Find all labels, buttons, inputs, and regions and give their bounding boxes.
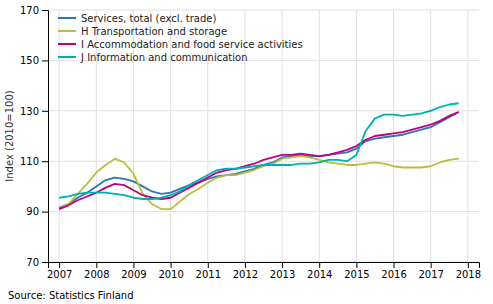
y-axis-label: Index (2010=100) xyxy=(4,90,15,182)
tick-mark xyxy=(42,212,48,213)
tick-mark xyxy=(319,262,320,268)
tick-label: 2012 xyxy=(233,269,258,280)
x-axis: 2007 2008 2009 2010 2011 2012 2013 2014 2015 2016… xyxy=(47,262,481,280)
legend-item: I Accommodation and food service activit… xyxy=(58,39,303,50)
tick-label: 2014 xyxy=(307,269,332,280)
lines xyxy=(59,103,458,209)
tick-label: 150 xyxy=(20,55,39,66)
tick-label: 2017 xyxy=(418,269,443,280)
grid-line-x xyxy=(59,10,60,262)
tick-mark xyxy=(42,161,48,162)
legend-label: I Accommodation and food service activit… xyxy=(81,39,303,50)
tick-mark xyxy=(282,262,283,268)
tick-mark xyxy=(394,262,395,268)
tick-label: 2011 xyxy=(196,269,221,280)
legend-swatch xyxy=(58,30,76,32)
tick-label: 2009 xyxy=(121,269,146,280)
series-line xyxy=(59,156,458,209)
legend: Services, total (excl. trade) H Transport… xyxy=(58,13,303,63)
legend-item: H Transportation and storage xyxy=(58,26,227,37)
tick: 2011 xyxy=(196,262,221,280)
tick-label: 70 xyxy=(26,257,39,268)
tick-label: 170 xyxy=(20,5,39,16)
tick: 2018 xyxy=(456,262,481,280)
tick-label: 2013 xyxy=(270,269,295,280)
axis-line xyxy=(42,11,49,263)
tick-mark xyxy=(171,262,172,268)
tick: 150 xyxy=(20,55,48,66)
source-note: Source: Statistics Finland xyxy=(8,290,134,301)
tick-label: 2007 xyxy=(47,269,72,280)
tick-mark xyxy=(42,111,48,112)
legend-swatch xyxy=(58,43,76,45)
tick: 2014 xyxy=(307,262,332,280)
plot: 2007 2008 2009 2010 2011 2012 2013 2014 2015 2016… xyxy=(20,5,481,280)
legend-label: Services, total (excl. trade) xyxy=(81,13,216,24)
tick: 90 xyxy=(26,206,48,217)
tick-label: 2016 xyxy=(381,269,406,280)
tick-mark xyxy=(133,262,134,268)
tick-label: 2010 xyxy=(158,269,183,280)
chart-container: 2007 2008 2009 2010 2011 2012 2013 2014 2015 2016… xyxy=(0,0,493,304)
tick-mark xyxy=(42,262,48,263)
legend-label: J Information and communication xyxy=(80,52,248,63)
tick: 130 xyxy=(20,106,48,117)
tick: 2013 xyxy=(270,262,295,280)
tick: 70 xyxy=(26,257,48,268)
legend-swatch xyxy=(58,56,76,58)
series-line xyxy=(59,103,458,199)
tick: 2010 xyxy=(158,262,183,280)
tick-mark xyxy=(59,262,60,268)
tick-mark xyxy=(42,60,48,61)
tick: 2007 xyxy=(47,262,72,280)
tick-mark xyxy=(468,262,469,268)
tick: 170 xyxy=(20,5,48,16)
tick-label: 90 xyxy=(26,206,39,217)
legend-item: J Information and communication xyxy=(58,52,248,63)
tick-mark xyxy=(208,262,209,268)
tick: 2015 xyxy=(344,262,369,280)
grid-line-x xyxy=(430,10,431,262)
legend-item: Services, total (excl. trade) xyxy=(58,13,216,24)
y-axis: 70 90 110 130 150 170 xyxy=(20,5,49,268)
tick-mark xyxy=(356,262,357,268)
grid xyxy=(48,10,479,262)
chart: 2007 2008 2009 2010 2011 2012 2013 2014 2015 2016… xyxy=(0,0,493,304)
tick-mark xyxy=(245,262,246,268)
tick: 2009 xyxy=(121,262,146,280)
grid-line-x xyxy=(467,10,468,262)
tick: 2017 xyxy=(418,262,443,280)
tick: 110 xyxy=(20,156,48,167)
tick-label: 110 xyxy=(20,156,39,167)
tick-label: 130 xyxy=(20,106,39,117)
tick-mark xyxy=(42,10,48,11)
grid-line-y xyxy=(48,10,479,11)
tick: 2016 xyxy=(381,262,406,280)
axis-line xyxy=(49,263,480,269)
tick: 2012 xyxy=(233,262,258,280)
grid-line-x xyxy=(356,10,357,262)
tick-label: 2008 xyxy=(84,269,109,280)
grid-line-x xyxy=(319,10,320,262)
tick-mark xyxy=(96,262,97,268)
grid-line-y xyxy=(48,110,479,111)
tick-mark xyxy=(431,262,432,268)
legend-swatch xyxy=(58,17,76,19)
grid-line-y xyxy=(48,211,479,212)
tick-label: 2015 xyxy=(344,269,369,280)
legend-label: H Transportation and storage xyxy=(81,26,227,37)
tick: 2008 xyxy=(84,262,109,280)
tick-label: 2018 xyxy=(456,269,481,280)
